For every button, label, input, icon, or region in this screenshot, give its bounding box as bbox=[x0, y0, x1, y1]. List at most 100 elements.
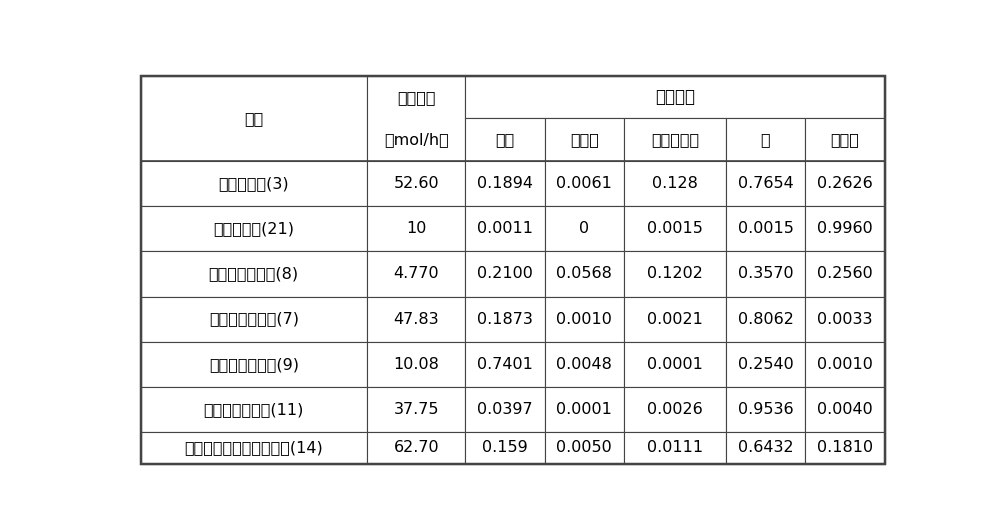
Bar bbox=[367, 251, 465, 297]
Bar bbox=[624, 342, 726, 387]
Bar bbox=[726, 387, 805, 432]
Bar bbox=[624, 161, 726, 206]
Bar bbox=[545, 119, 624, 161]
Text: 0.2560: 0.2560 bbox=[817, 267, 873, 281]
Text: 47.83: 47.83 bbox=[393, 312, 439, 326]
Text: 甲酸分离塔塔顶(9): 甲酸分离塔塔顶(9) bbox=[209, 357, 299, 372]
Bar bbox=[545, 342, 624, 387]
Bar bbox=[624, 297, 726, 342]
Bar bbox=[140, 161, 367, 206]
Bar bbox=[465, 76, 885, 119]
Text: 0.0001: 0.0001 bbox=[647, 357, 703, 372]
Text: 0.0021: 0.0021 bbox=[647, 312, 703, 326]
Text: 0.3570: 0.3570 bbox=[738, 267, 793, 281]
Bar bbox=[367, 161, 465, 206]
Text: 倾析器油相出口(8): 倾析器油相出口(8) bbox=[209, 267, 299, 281]
Text: 甲酸环己酯: 甲酸环己酯 bbox=[651, 132, 699, 147]
Text: 0.0015: 0.0015 bbox=[647, 222, 703, 236]
Bar bbox=[726, 297, 805, 342]
Bar bbox=[805, 119, 885, 161]
Bar bbox=[726, 432, 805, 464]
Bar bbox=[624, 251, 726, 297]
Text: 0.2100: 0.2100 bbox=[477, 267, 533, 281]
Text: 0.0010: 0.0010 bbox=[817, 357, 873, 372]
Text: 0.128: 0.128 bbox=[652, 176, 698, 191]
Bar bbox=[465, 161, 545, 206]
Bar bbox=[726, 251, 805, 297]
Text: 0.1202: 0.1202 bbox=[647, 267, 703, 281]
Bar bbox=[624, 206, 726, 251]
Bar bbox=[140, 76, 367, 161]
Text: 10: 10 bbox=[406, 222, 426, 236]
Bar bbox=[465, 206, 545, 251]
Bar bbox=[726, 206, 805, 251]
Text: 流股: 流股 bbox=[244, 111, 263, 126]
Bar bbox=[805, 251, 885, 297]
Bar bbox=[140, 206, 367, 251]
Bar bbox=[545, 387, 624, 432]
Text: 摩尔分率: 摩尔分率 bbox=[655, 88, 695, 106]
Bar bbox=[726, 342, 805, 387]
Text: 精馏塔塔底(21): 精馏塔塔底(21) bbox=[213, 222, 294, 236]
Bar bbox=[367, 297, 465, 342]
Text: 0.6432: 0.6432 bbox=[738, 440, 793, 455]
Text: 0.0061: 0.0061 bbox=[556, 176, 612, 191]
Text: 0.7401: 0.7401 bbox=[477, 357, 533, 372]
Bar bbox=[465, 119, 545, 161]
Bar bbox=[545, 161, 624, 206]
Text: 0.0568: 0.0568 bbox=[556, 267, 612, 281]
Bar bbox=[465, 297, 545, 342]
Text: 0.0001: 0.0001 bbox=[556, 402, 612, 417]
Text: 水: 水 bbox=[761, 132, 770, 147]
Bar bbox=[367, 387, 465, 432]
Text: 0.1810: 0.1810 bbox=[817, 440, 873, 455]
Text: 0.0010: 0.0010 bbox=[556, 312, 612, 326]
Text: 0.0050: 0.0050 bbox=[556, 440, 612, 455]
Bar bbox=[545, 251, 624, 297]
Bar bbox=[140, 342, 367, 387]
Bar bbox=[805, 297, 885, 342]
Bar bbox=[465, 387, 545, 432]
Text: 甲酸分离塔塔底(11): 甲酸分离塔塔底(11) bbox=[204, 402, 304, 417]
Bar bbox=[624, 119, 726, 161]
Text: 0.159: 0.159 bbox=[482, 440, 528, 455]
Bar bbox=[367, 206, 465, 251]
Text: 0.8062: 0.8062 bbox=[738, 312, 793, 326]
Bar bbox=[805, 432, 885, 464]
Bar bbox=[726, 161, 805, 206]
Bar bbox=[805, 342, 885, 387]
Text: 0.0048: 0.0048 bbox=[556, 357, 612, 372]
Text: 0.1873: 0.1873 bbox=[477, 312, 533, 326]
Text: 0.0026: 0.0026 bbox=[647, 402, 703, 417]
Text: 环己醇: 环己醇 bbox=[830, 132, 859, 147]
Bar bbox=[624, 387, 726, 432]
Text: 0.0111: 0.0111 bbox=[647, 440, 703, 455]
Bar bbox=[726, 119, 805, 161]
Bar bbox=[624, 432, 726, 464]
Bar bbox=[367, 432, 465, 464]
Text: 0.0011: 0.0011 bbox=[477, 222, 533, 236]
Text: 10.08: 10.08 bbox=[393, 357, 439, 372]
Text: （mol/h）: （mol/h） bbox=[384, 132, 449, 147]
Text: 37.75: 37.75 bbox=[393, 402, 439, 417]
Bar bbox=[545, 432, 624, 464]
Bar bbox=[140, 432, 367, 464]
Bar bbox=[140, 297, 367, 342]
Bar bbox=[465, 432, 545, 464]
Text: 第一背包式反应器出料口(14): 第一背包式反应器出料口(14) bbox=[184, 440, 323, 455]
Text: 0.0040: 0.0040 bbox=[817, 402, 873, 417]
Text: 0: 0 bbox=[579, 222, 589, 236]
Text: 摩尔流率: 摩尔流率 bbox=[397, 90, 435, 104]
Text: 0.9536: 0.9536 bbox=[738, 402, 793, 417]
Text: 0.2626: 0.2626 bbox=[817, 176, 873, 191]
Bar bbox=[805, 161, 885, 206]
Text: 62.70: 62.70 bbox=[393, 440, 439, 455]
Bar bbox=[367, 76, 465, 161]
Text: 0.2540: 0.2540 bbox=[738, 357, 793, 372]
Text: 环己烯: 环己烯 bbox=[570, 132, 599, 147]
Text: 甲酸: 甲酸 bbox=[495, 132, 515, 147]
Text: 倾析器水相出口(7): 倾析器水相出口(7) bbox=[209, 312, 299, 326]
Text: 0.7654: 0.7654 bbox=[738, 176, 793, 191]
Text: 4.770: 4.770 bbox=[393, 267, 439, 281]
Bar bbox=[367, 342, 465, 387]
